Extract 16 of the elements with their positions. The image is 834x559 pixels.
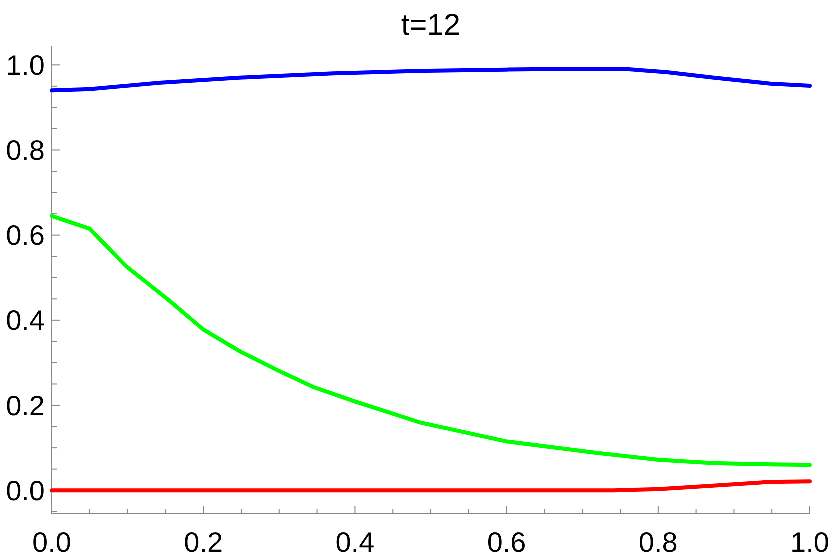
y-tick-label: 0.6 [6, 220, 45, 252]
x-tick-label: 0.2 [184, 527, 224, 558]
y-tick-label: 0.4 [6, 305, 45, 336]
chart-title: t=12 [401, 9, 461, 42]
line-series [50, 214, 812, 468]
x-tick-label: 0.0 [32, 527, 72, 558]
x-tick-label: 0.4 [336, 527, 375, 558]
y-tick-label: 0.0 [6, 475, 45, 506]
line-series [50, 480, 812, 493]
x-tick-label: 0.8 [638, 527, 678, 558]
y-tick-label: 1.0 [6, 50, 45, 81]
line-series [50, 66, 812, 93]
y-tick-label: 0.8 [6, 135, 45, 166]
x-tick-label: 1.0 [790, 527, 830, 558]
y-tick-label: 0.2 [6, 390, 45, 422]
x-tick-label: 0.6 [487, 527, 526, 558]
